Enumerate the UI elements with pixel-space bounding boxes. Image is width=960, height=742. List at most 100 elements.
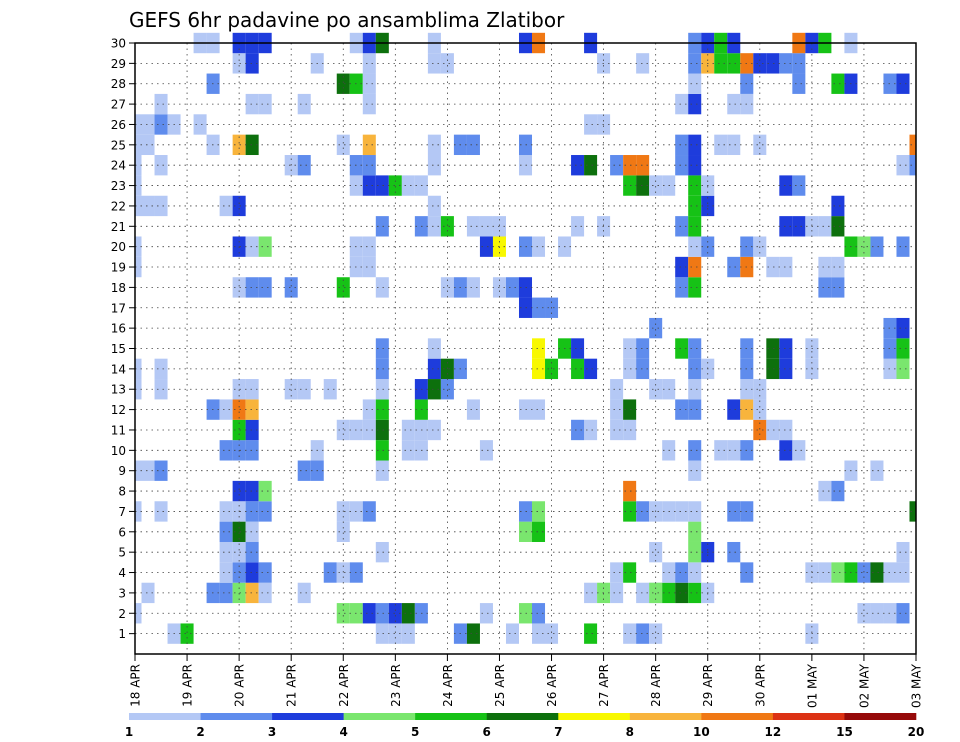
cell-m29-t46 [727,53,741,74]
colorbar [129,713,917,720]
cell-m24-t13 [297,155,311,176]
cell-m6-t7 [219,521,233,542]
cell-m13-t0 [135,379,142,400]
cell-m10-t51 [792,440,806,461]
cell-m28-t16 [336,73,350,94]
colorbar-swatch [486,713,559,720]
cell-m6-t8 [232,521,246,542]
cell-m12-t46 [727,399,741,420]
cell-m12-t18 [362,399,376,420]
cell-m27-t46 [727,93,741,115]
colorbar-swatch [200,713,273,720]
cell-m3-t40 [649,582,663,604]
x-tick-label: 02 MAY [857,663,871,708]
y-tick-label: 27 [111,98,126,112]
cell-m21-t27 [479,216,493,237]
cell-m18-t8 [232,277,246,298]
cell-m22-t7 [219,195,233,217]
cell-m11-t16 [336,419,350,441]
cell-m11-t37 [610,419,624,441]
cell-m25-t48 [753,134,767,156]
colorbar-labels: 1 2 3 4 5 6 7 8 10 12 15 20 [125,725,925,739]
chart-title: GEFS 6hr padavine po ansamblima Zlatibor [129,8,565,32]
cell-m12-t43 [688,399,702,420]
cell-m6-t16 [336,521,350,542]
cell-m26-t1 [141,114,155,135]
cell-m22-t54 [831,195,845,217]
cell-m15-t50 [779,338,793,359]
cell-m7-t43 [688,501,702,522]
cell-m19-t46 [727,256,741,278]
y-tick-label: 22 [111,199,126,213]
cell-m8-t8 [232,480,246,502]
cell-m11-t19 [375,419,389,441]
cell-m22-t8 [232,195,246,217]
cell-m15-t43 [688,338,702,359]
x-tick-label: 19 APR [181,664,195,707]
y-tick-label: 20 [111,240,126,254]
cell-m29-t24 [440,53,454,74]
x-tick-label: 27 APR [597,664,611,707]
cell-m29-t50 [779,53,793,74]
cell-m8-t54 [831,480,845,502]
cell-m11-t23 [427,419,441,441]
cell-m29-t8 [232,53,246,74]
cell-m7-t0 [135,501,142,522]
cell-m10-t45 [714,440,728,461]
cell-m2-t31 [532,603,546,624]
y-tick-label: 7 [118,505,126,519]
y-tick-label: 18 [111,281,126,295]
cell-m25-t0 [135,134,142,156]
cell-m8-t38 [623,480,637,502]
cell-m24-t0 [135,155,142,176]
cell-m23-t38 [623,175,637,196]
cell-m12-t7 [219,399,233,420]
cell-m17-t31 [532,297,546,318]
cell-m27-t9 [245,93,259,115]
cell-m21-t51 [792,216,806,237]
cell-m15-t23 [427,338,441,359]
cell-m27-t43 [688,93,702,115]
cell-m8-t10 [258,480,272,502]
cell-m18-t19 [375,277,389,298]
cell-m23-t18 [362,175,376,196]
cell-m29-t18 [362,53,376,74]
cell-m7-t9 [245,501,259,522]
cell-m25-t23 [427,134,441,156]
cell-m2-t27 [479,603,493,624]
cell-m25-t60 [909,134,916,156]
cell-m9-t57 [870,460,884,481]
y-tick-label: 17 [111,301,126,315]
cell-m13-t19 [375,379,389,400]
cell-m26-t5 [193,114,207,135]
cell-m10-t43 [688,440,702,461]
cell-m4-t10 [258,562,272,583]
cell-m14-t49 [766,358,780,380]
cell-m24-t39 [636,155,650,176]
cell-m13-t48 [753,379,767,400]
cell-m3-t37 [610,582,624,604]
cell-m18-t10 [258,277,272,298]
cell-m13-t43 [688,379,702,400]
colorbar-label: 15 [836,725,853,739]
cell-m1-t20 [388,623,402,644]
cell-m14-t35 [584,358,598,380]
cell-m19-t43 [688,256,702,278]
cell-m12-t26 [466,399,480,420]
cell-m23-t51 [792,175,806,196]
cell-m7-t7 [219,501,233,522]
cell-m1-t26 [466,623,480,644]
cell-m29-t43 [688,53,702,74]
y-tick-label: 10 [111,444,126,458]
cell-m24-t35 [584,155,598,176]
cell-m25-t16 [336,134,350,156]
cell-m4-t54 [831,562,845,583]
cell-m4-t43 [688,562,702,583]
cell-m24-t43 [688,155,702,176]
cell-m22-t2 [154,195,168,217]
y-tick-label: 1 [118,627,126,641]
cell-m9-t13 [297,460,311,481]
cell-m2-t56 [857,603,871,624]
cell-m3-t43 [688,582,702,604]
cell-m25-t9 [245,134,259,156]
